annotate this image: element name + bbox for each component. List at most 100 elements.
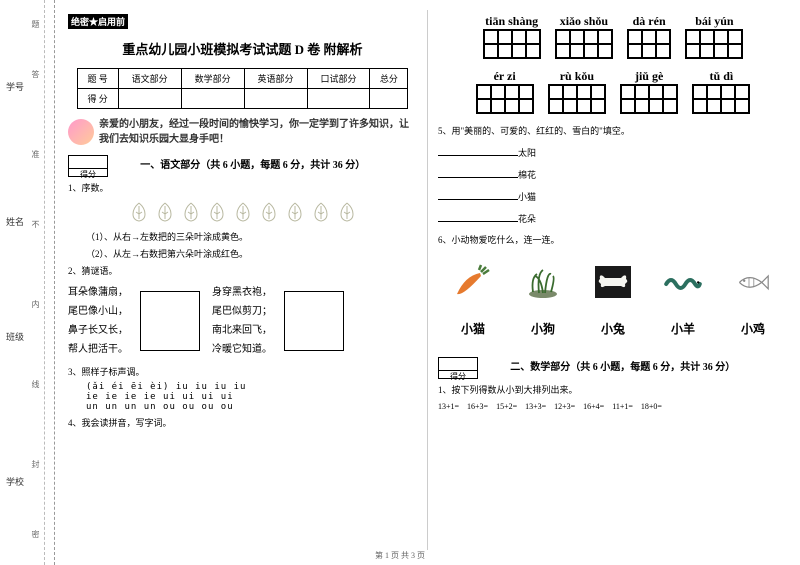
char-grid[interactable] — [685, 29, 743, 59]
score-box-label: 得分 — [439, 370, 477, 382]
binding-field: 学号 — [6, 80, 24, 93]
confidential-label: 绝密★启用前 — [68, 14, 128, 29]
animal-label: 小猫 — [461, 320, 485, 337]
leaf-icon — [127, 200, 151, 224]
riddle-row: 耳朵像蒲扇， 尾巴像小山， 鼻子长又长， 帮人把活干。 身穿黑衣袍， 尾巴似剪刀… — [68, 283, 417, 359]
table-cell[interactable] — [244, 89, 307, 109]
fill-label: 小猫 — [518, 192, 536, 202]
score-box-wrap-2: 得分 二、数学部分（共 6 小题，每题 6 分，共计 36 分） — [438, 357, 788, 379]
pinyin-label: dà rén — [627, 14, 671, 29]
char-grid[interactable] — [548, 84, 606, 114]
fill-row: 太阳 — [438, 145, 788, 159]
pinyin-groups-row2: ér zi rù kǒu jiǔ gè tǔ dì — [438, 69, 788, 114]
question-5: 5、用"美丽的、可爱的、红红的、雪白的"填空。 — [438, 124, 788, 137]
section1-title: 一、语文部分（共 6 小题，每题 6 分，共计 36 分） — [140, 160, 365, 171]
table-header: 总分 — [370, 69, 408, 89]
score-box[interactable]: 得分 — [438, 357, 478, 379]
pinyin-group: bái yún — [685, 14, 743, 59]
char-grid[interactable] — [620, 84, 678, 114]
riddle-line: 鼻子长又长， — [68, 321, 128, 340]
leaf-icon — [283, 200, 307, 224]
char-grid[interactable] — [627, 29, 671, 59]
pinyin-label: tǔ dì — [692, 69, 750, 84]
blank-line[interactable] — [438, 189, 518, 200]
pinyin-group: dà rén — [627, 14, 671, 59]
fill-label: 花朵 — [518, 214, 536, 224]
blank-line[interactable] — [438, 211, 518, 222]
score-box-wrap: 得分 一、语文部分（共 6 小题，每题 6 分，共计 36 分） — [68, 155, 417, 177]
pinyin-group: xiǎo shǒu — [555, 14, 613, 59]
pinyin-label: jiǔ gè — [620, 69, 678, 84]
pinyin-label: xiǎo shǒu — [555, 14, 613, 29]
pinyin-group: ér zi — [476, 69, 534, 114]
blank-line[interactable] — [438, 167, 518, 178]
binding-char: 线 — [30, 380, 41, 388]
math-q1: 1、按下列得数从小到大排列出来。 — [438, 383, 788, 396]
riddle-line: 耳朵像蒲扇， — [68, 283, 128, 302]
pinyin-label: ér zi — [476, 69, 534, 84]
blank-line[interactable] — [438, 145, 518, 156]
binding-char: 准 — [30, 150, 41, 158]
riddle-left: 耳朵像蒲扇， 尾巴像小山， 鼻子长又长， 帮人把活干。 — [68, 283, 128, 359]
leaf-icon — [179, 200, 203, 224]
table-cell[interactable] — [370, 89, 408, 109]
table-cell[interactable] — [118, 89, 181, 109]
table-cell: 得 分 — [77, 89, 118, 109]
carrot-icon — [453, 264, 493, 300]
pinyin-label: rù kǒu — [548, 69, 606, 84]
math-item: 13+1= — [438, 402, 459, 411]
intro-text: 亲爱的小朋友，经过一段时间的愉快学习，你一定学到了许多知识，让我们去知识乐园大显… — [99, 117, 417, 147]
pinyin-label: bái yún — [685, 14, 743, 29]
riddle-line: 南北来回飞， — [212, 321, 272, 340]
answer-box[interactable] — [284, 291, 344, 351]
leaf-icon — [205, 200, 229, 224]
score-table: 题 号 语文部分 数学部分 英语部分 口试部分 总分 得 分 — [77, 68, 409, 109]
content-area: 绝密★启用前 重点幼儿园小班模拟考试试题 D 卷 附解析 题 号 语文部分 数学… — [58, 10, 798, 550]
fill-label: 太阳 — [518, 148, 536, 158]
binding-char: 封 — [30, 460, 41, 468]
table-header: 题 号 — [77, 69, 118, 89]
binding-field: 班级 — [6, 330, 24, 343]
score-box[interactable]: 得分 — [68, 155, 108, 177]
animal-label: 小鸡 — [741, 320, 765, 337]
math-item: 16+3= — [467, 402, 488, 411]
char-grid[interactable] — [476, 84, 534, 114]
exam-title: 重点幼儿园小班模拟考试试题 D 卷 附解析 — [68, 39, 417, 58]
riddle-line: 尾巴似剪刀； — [212, 302, 272, 321]
table-header: 数学部分 — [181, 69, 244, 89]
left-column: 绝密★启用前 重点幼儿园小班模拟考试试题 D 卷 附解析 题 号 语文部分 数学… — [58, 10, 428, 550]
question-1: 1、序数。 — [68, 181, 417, 194]
section2-title: 二、数学部分（共 6 小题，每题 6 分，共计 36 分） — [510, 362, 735, 373]
question-6: 6、小动物爱吃什么，连一连。 — [438, 233, 788, 246]
pinyin-row: (ǎi éi ēi èi) iu iu iu iu — [86, 382, 417, 392]
math-item: 13+3= — [525, 402, 546, 411]
math-item: 16+4= — [583, 402, 604, 411]
pinyin-group: jiǔ gè — [620, 69, 678, 114]
q1-sub1: （1）、从右→左数把的三朵叶涂成黄色。 — [86, 230, 417, 243]
score-box-label: 得分 — [69, 168, 107, 180]
riddle-right: 身穿黑衣袍， 尾巴似剪刀； 南北来回飞， 冷暖它知道。 — [212, 283, 272, 359]
page-footer: 第 1 页 共 3 页 — [0, 550, 800, 561]
char-grid[interactable] — [483, 29, 541, 59]
char-grid[interactable] — [555, 29, 613, 59]
food-icons-row — [438, 264, 788, 300]
intro-row: 亲爱的小朋友，经过一段时间的愉快学习，你一定学到了许多知识，让我们去知识乐园大显… — [68, 117, 417, 147]
table-cell[interactable] — [181, 89, 244, 109]
binding-char: 不 — [30, 220, 41, 228]
question-2: 2、猜谜语。 — [68, 264, 417, 277]
leaf-icon — [309, 200, 333, 224]
table-header: 口试部分 — [307, 69, 370, 89]
fill-label: 棉花 — [518, 170, 536, 180]
leaves-row — [68, 200, 417, 224]
table-cell[interactable] — [307, 89, 370, 109]
char-grid[interactable] — [692, 84, 750, 114]
answer-box[interactable] — [140, 291, 200, 351]
animal-label: 小羊 — [671, 320, 695, 337]
pinyin-groups-row1: tiān shàng xiǎo shǒu dà rén bái yún — [438, 14, 788, 59]
animal-labels-row: 小猫 小狗 小兔 小羊 小鸡 — [438, 320, 788, 337]
pinyin-group: rù kǒu — [548, 69, 606, 114]
riddle-line: 冷暖它知道。 — [212, 340, 272, 359]
math-item: 11+1= — [612, 402, 633, 411]
right-column: tiān shàng xiǎo shǒu dà rén bái yún ér z… — [428, 10, 798, 550]
q1-sub2: （2）、从左→右数把第六朵叶涂成红色。 — [86, 247, 417, 260]
